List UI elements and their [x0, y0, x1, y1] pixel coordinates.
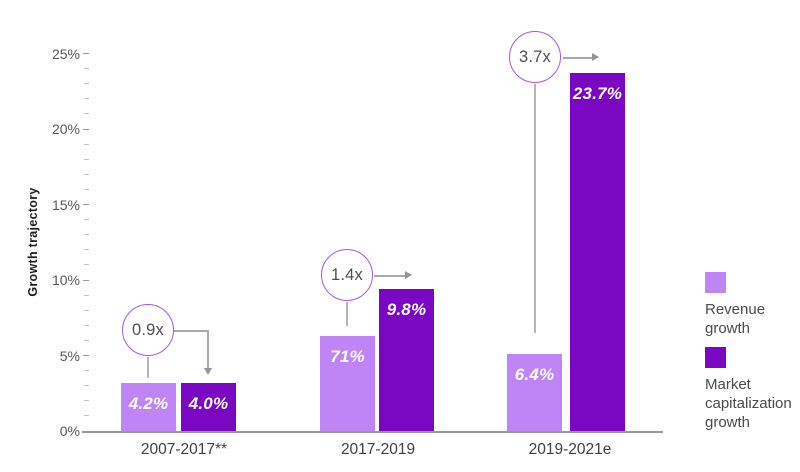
annotation-arrow-line [207, 330, 209, 369]
legend-label: Market capitalization growth [705, 376, 792, 432]
multiplier-circle-2019-2021e: 3.7x [509, 31, 561, 83]
bar-market-cap-growth-2017-2019: 9.8% [379, 289, 434, 431]
arrowhead-down-icon [203, 368, 212, 375]
y-axis-tick [84, 143, 89, 145]
y-axis-tick [84, 324, 89, 326]
y-axis-tick [83, 279, 89, 281]
annotation-arrow-line [563, 57, 592, 59]
bar-value-label: 23.7% [572, 84, 623, 104]
multiplier-value: 0.9x [132, 320, 164, 339]
multiplier-value: 3.7x [519, 47, 551, 66]
multiplier-circle-2007-2017: 0.9x [122, 304, 174, 356]
y-axis-tick [84, 385, 89, 387]
y-axis-tick [84, 188, 89, 190]
bar-revenue-growth-2017-2019: 71% [320, 335, 375, 431]
bar-value-label: 4.2% [128, 393, 169, 413]
y-axis-tick [84, 98, 89, 100]
bar-revenue-growth-2019-2021e: 6.4% [507, 353, 562, 431]
annotation-stem-line [534, 84, 536, 333]
x-axis-line [82, 431, 663, 433]
y-axis-tick-label: 15% [51, 196, 80, 213]
bar-market-cap-growth-2007-2017: 4.0% [181, 382, 236, 431]
bar-value-label: 9.8% [386, 300, 427, 320]
multiplier-circle-2017-2019: 1.4x [321, 249, 373, 301]
annotation-stem-line [346, 302, 348, 326]
y-axis-tick [83, 355, 89, 356]
legend-label: Revenue growth [705, 301, 766, 338]
bar-value-label: 6.4% [514, 364, 555, 384]
y-axis-tick [84, 415, 89, 417]
y-axis-tick [84, 249, 89, 251]
legend-swatch-market-cap [705, 347, 726, 368]
y-axis-tick [84, 294, 89, 296]
y-axis-tick [84, 83, 89, 85]
y-axis-tick [84, 339, 89, 341]
y-axis-tick-label: 10% [51, 272, 80, 288]
y-axis-tick [84, 113, 89, 115]
y-axis-tick [84, 264, 89, 266]
legend-swatch-revenue [705, 272, 726, 293]
legend-item-revenue-growth: Revenue growth [705, 272, 797, 338]
bar-value-label: 4.0% [188, 393, 229, 413]
x-category-label: 2019-2021e [528, 441, 612, 458]
annotation-stem-line [147, 357, 149, 378]
annotation-arrow-line [174, 330, 208, 332]
y-axis-tick [84, 309, 89, 311]
y-axis-tick-label: 20% [51, 121, 80, 137]
y-axis-tick [83, 128, 89, 130]
y-axis-tick [84, 234, 89, 236]
y-axis-tick [83, 53, 89, 54]
bar-market-cap-growth-2019-2021e: 23.7% [570, 73, 625, 431]
arrowhead-right-icon [592, 52, 599, 61]
annotation-arrow-line [374, 275, 405, 277]
y-axis-tick [84, 173, 89, 175]
y-axis-tick [84, 158, 89, 160]
bar-revenue-growth-2007-2017: 4.2% [121, 382, 176, 431]
x-category-label: 2017-2019 [340, 441, 416, 458]
x-category-label: 2007-2017** [140, 441, 228, 458]
multiplier-value: 1.4x [331, 265, 363, 284]
arrowhead-right-icon [405, 270, 412, 279]
y-axis-tick [84, 219, 89, 221]
y-axis-tick-label: 5% [59, 347, 80, 364]
bar-value-label: 71% [330, 346, 365, 366]
y-axis-tick-label: 25% [51, 45, 80, 62]
legend-item-market-cap-growth: Market capitalization growth [705, 347, 797, 432]
y-axis-tick [83, 204, 89, 205]
y-axis-tick [84, 400, 89, 402]
y-axis-tick-label: 0% [59, 423, 80, 439]
y-axis-tick [84, 68, 89, 70]
y-axis-tick [84, 370, 89, 372]
